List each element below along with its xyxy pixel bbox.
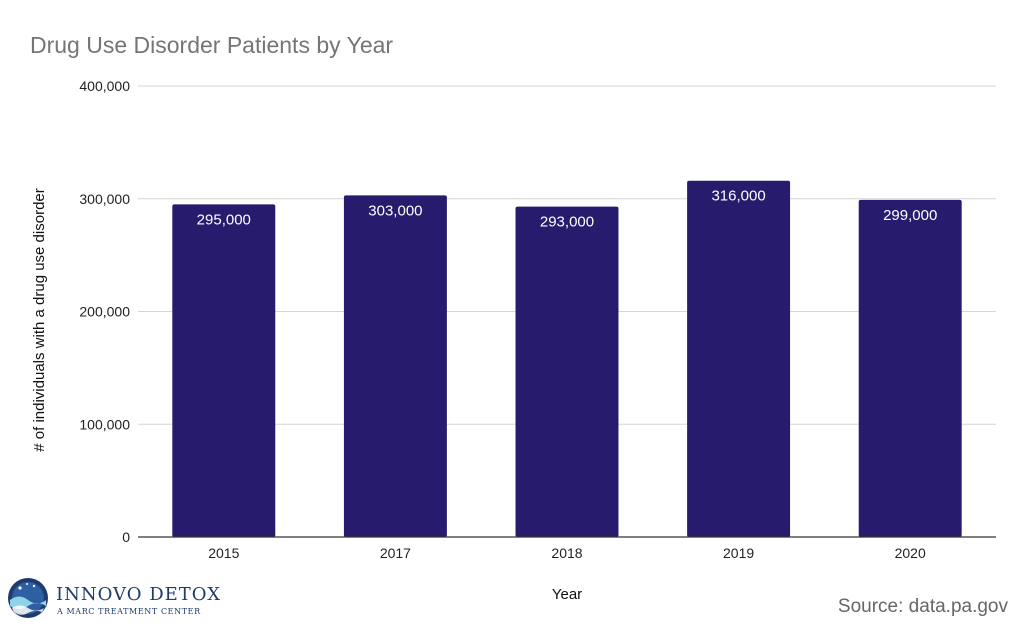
x-tick-label: 2019 (723, 545, 754, 561)
x-tick-label: 2020 (895, 545, 926, 561)
x-tick-label: 2017 (380, 545, 411, 561)
bars (172, 180, 962, 537)
bar-2019 (687, 180, 791, 537)
bar-2018 (515, 206, 619, 537)
y-tick-label: 100,000 (79, 416, 130, 432)
bar-value-label: 303,000 (368, 202, 422, 219)
bar-value-label: 295,000 (197, 211, 251, 228)
bar-2017 (343, 195, 447, 537)
chart-title: Drug Use Disorder Patients by Year (30, 32, 393, 58)
y-axis-title: # of individuals with a drug use disorde… (31, 188, 48, 451)
bar-value-label: 299,000 (883, 207, 937, 224)
bar-2020 (858, 199, 962, 537)
x-tick-label: 2018 (551, 545, 582, 561)
logo-emblem-icon (8, 578, 48, 618)
y-axis-ticks: 0 100,000 200,000 300,000 400,000 (79, 78, 130, 545)
y-tick-label: 400,000 (79, 78, 130, 94)
x-axis-ticks: 2015 2017 2018 2019 2020 (208, 545, 926, 561)
bar-value-label: 316,000 (711, 188, 765, 205)
logo-tagline: A MARC TREATMENT CENTER (56, 607, 201, 616)
bar-value-label: 293,000 (540, 214, 594, 231)
logo: INNOVO DETOX A MARC TREATMENT CENTER (8, 578, 221, 618)
y-tick-label: 200,000 (79, 304, 130, 320)
x-tick-label: 2015 (208, 545, 239, 561)
x-axis-title: Year (552, 586, 582, 603)
y-tick-label: 300,000 (79, 191, 130, 207)
y-tick-label: 0 (122, 529, 130, 545)
source-note: Source: data.pa.gov (838, 596, 1009, 617)
logo-name: INNOVO DETOX (56, 584, 221, 605)
bar-2015 (172, 204, 276, 537)
bar-data-labels: 295,000 303,000 293,000 316,000 299,000 (197, 188, 938, 231)
